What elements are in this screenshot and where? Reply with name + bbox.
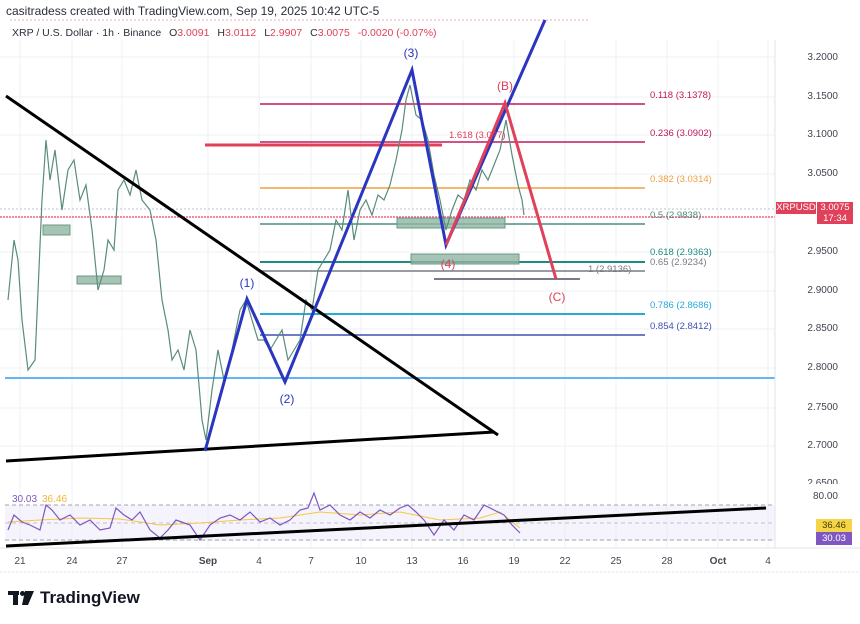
bar-countdown: 17:34	[817, 214, 853, 224]
ticker-tag: XRPUSD	[776, 202, 816, 214]
rsi-line	[7, 491, 521, 542]
wave-label-1: (1)	[239, 276, 255, 290]
low-value: 2.9907	[270, 27, 303, 39]
fib-label-065: 0.65 (2.9234)	[650, 257, 707, 268]
high-value: 3.0112	[224, 27, 257, 39]
fib-label-0786: 0.786 (2.8686)	[650, 300, 712, 311]
corrective-wave-path[interactable]	[444, 98, 558, 280]
rsi-value-tag: 30.03	[816, 532, 852, 545]
ohlc-legend: XRP / U.S. Dollar · 1h · Binance O3.0091…	[12, 27, 437, 39]
last-price-tag: 3.0075	[817, 202, 853, 214]
wave-label-2: (2)	[279, 392, 295, 406]
attribution: casitradess created with TradingView.com…	[6, 4, 380, 18]
price-series	[7, 84, 525, 441]
open-value: 3.0091	[177, 27, 210, 39]
change-value: -0.0020 (-0.07%)	[357, 27, 437, 39]
rsi-legend-ma: 36.46	[42, 494, 68, 505]
fib-label-1618: 1.618 (3.0?7)	[449, 130, 506, 141]
impulse-wave-path[interactable]	[203, 19, 547, 452]
symbol-line[interactable]: XRP / U.S. Dollar · 1h · Binance	[12, 27, 162, 39]
close-value: 3.0075	[317, 27, 350, 39]
tradingview-logo-icon	[8, 591, 34, 605]
fib-label-1: 1 (2.9136)	[588, 264, 632, 275]
tradingview-logo[interactable]: TradingView	[8, 588, 140, 608]
rsi-ma-tag: 36.46	[816, 519, 852, 532]
rsi-trendline[interactable]	[5, 506, 767, 548]
wave-label-4: (4)	[440, 257, 456, 271]
fib-label-0118: 0.118 (3.1378)	[650, 90, 712, 101]
logo-text: TradingView	[40, 588, 140, 607]
fib-label-0236: 0.236 (3.0902)	[650, 128, 712, 139]
rsi-legend-value: 30.03	[12, 494, 38, 505]
grid	[0, 40, 775, 548]
ascending-trendline[interactable]	[5, 430, 495, 463]
supply-demand-zones[interactable]	[42, 217, 520, 285]
fib-label-0382: 0.382 (3.0314)	[650, 174, 712, 185]
fib-label-0618: 0.618 (2.9363)	[650, 247, 712, 258]
rsi-axis-80: 80.00	[812, 491, 838, 502]
descending-trendline[interactable]	[5, 94, 499, 437]
wave-label-3: (3)	[403, 46, 419, 60]
wave-label-b: (B)	[497, 79, 513, 93]
fib-label-0854: 0.854 (2.8412)	[650, 321, 712, 332]
fib-label-05: 0.5 (2.9838)	[650, 210, 702, 221]
rsi-ma-line	[7, 511, 521, 529]
wave-label-c: (C)	[548, 290, 566, 304]
